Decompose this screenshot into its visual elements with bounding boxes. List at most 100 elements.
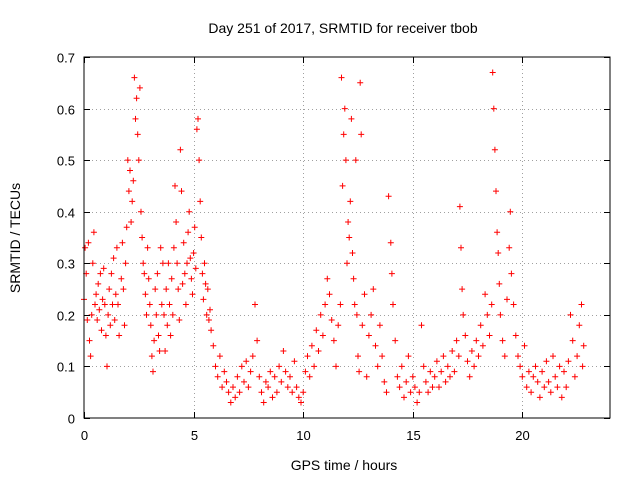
data-point: [120, 286, 127, 293]
data-point: [455, 353, 462, 360]
data-point: [141, 270, 148, 277]
data-point: [158, 301, 165, 308]
data-point: [154, 270, 161, 277]
data-point: [88, 311, 95, 318]
data-point: [221, 368, 228, 375]
data-point: [219, 384, 226, 391]
data-point: [569, 337, 576, 344]
x-tick-label: 10: [296, 428, 310, 443]
data-point: [466, 373, 473, 380]
data-point: [442, 378, 449, 385]
data-point: [385, 193, 392, 200]
data-point: [172, 182, 178, 189]
data-point: [576, 322, 583, 329]
data-point: [92, 301, 98, 308]
data-point: [94, 317, 101, 323]
data-point: [189, 291, 196, 298]
data-point: [124, 157, 131, 164]
data-point: [161, 311, 167, 318]
data-point: [494, 229, 501, 236]
data-point: [355, 353, 361, 360]
data-point: [181, 270, 188, 277]
data-point: [278, 378, 285, 385]
data-point: [394, 373, 401, 380]
data-point: [370, 286, 377, 293]
data-point: [287, 373, 293, 380]
data-point: [241, 378, 247, 385]
data-point: [199, 270, 206, 277]
data-point: [488, 301, 495, 308]
data-point: [447, 373, 453, 380]
data-point: [262, 378, 269, 385]
data-point: [429, 384, 436, 391]
data-point: [479, 342, 486, 349]
data-point: [254, 337, 261, 344]
data-point: [151, 337, 158, 344]
data-point: [357, 79, 364, 86]
data-point: [191, 224, 198, 231]
data-point: [115, 301, 121, 308]
data-point: [414, 399, 421, 406]
data-point: [493, 188, 499, 195]
data-point: [328, 317, 335, 323]
data-point: [462, 332, 469, 339]
data-point: [208, 327, 215, 334]
data-point: [574, 353, 581, 360]
data-point: [280, 348, 287, 354]
plot-frame: [83, 56, 611, 419]
data-point: [547, 389, 554, 396]
data-point: [89, 260, 96, 267]
data-point: [473, 337, 480, 344]
data-point: [444, 363, 451, 370]
data-point: [578, 301, 585, 308]
data-point: [510, 301, 517, 308]
y-tick-label: 0.4: [57, 206, 75, 221]
data-point: [508, 270, 515, 277]
data-point: [140, 260, 147, 267]
data-point: [112, 291, 119, 298]
data-point: [525, 368, 532, 375]
y-tick-label: 0.3: [57, 257, 75, 272]
data-point: [346, 234, 353, 241]
data-point: [210, 342, 217, 349]
data-point: [495, 250, 502, 256]
axis-ticks: 0 0.1 0.2 0.3 0.4 0.5 0.6 0.7 0 5 10 15 20: [57, 51, 610, 443]
data-point: [84, 317, 91, 323]
data-point: [390, 301, 396, 308]
data-point: [111, 317, 118, 323]
data-point: [168, 275, 175, 282]
data-point: [411, 384, 418, 391]
data-point: [532, 363, 539, 370]
data-point: [401, 394, 407, 401]
data-point: [356, 368, 363, 375]
data-point: [460, 311, 467, 318]
data-point: [433, 358, 440, 365]
data-point: [128, 219, 135, 225]
data-point: [422, 378, 429, 385]
data-point: [258, 389, 265, 396]
data-point: [407, 389, 414, 396]
data-point: [133, 95, 140, 102]
data-point: [195, 115, 201, 122]
data-point: [265, 384, 272, 391]
data-point: [175, 286, 182, 293]
data-point: [232, 394, 239, 401]
gridlines: [84, 57, 610, 418]
data-point: [101, 301, 108, 308]
data-point: [207, 306, 213, 313]
data-point: [177, 146, 184, 153]
data-point: [475, 353, 482, 360]
data-point: [420, 363, 427, 370]
data-point: [440, 353, 447, 360]
y-tick-label: 0: [68, 412, 75, 427]
data-point: [147, 322, 154, 329]
y-axis-label: SRMTID / TECUs: [7, 183, 23, 293]
data-point: [247, 368, 254, 375]
data-point: [459, 286, 466, 293]
data-point: [223, 378, 230, 385]
data-point: [387, 239, 394, 246]
data-point: [489, 69, 496, 76]
data-point: [87, 353, 94, 360]
data-point: [205, 317, 212, 323]
